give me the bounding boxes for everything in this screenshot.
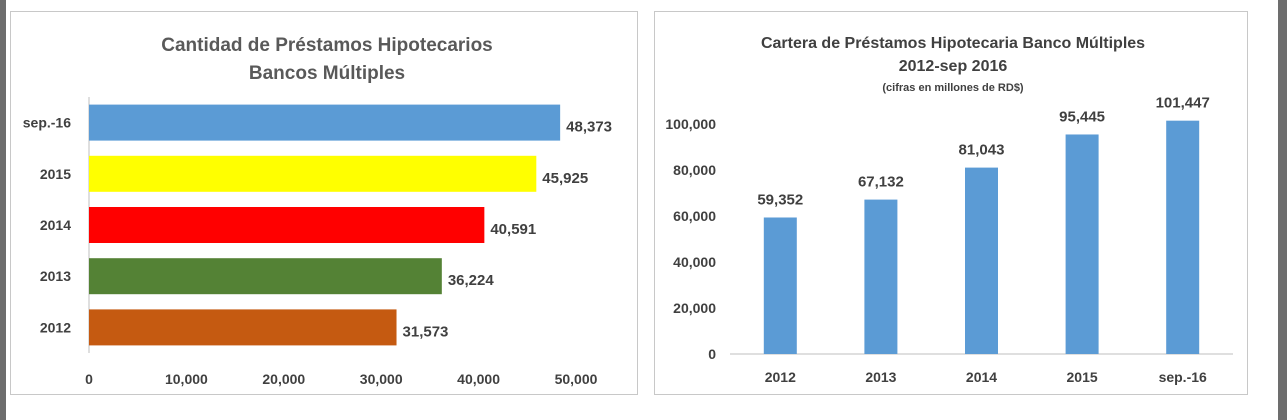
y-tick-label: 100,000 — [665, 116, 716, 132]
chart-title: Cantidad de Préstamos Hipotecarios — [161, 35, 493, 56]
y-tick-label: 80,000 — [673, 162, 716, 178]
chart-units-note: (cifras en millones de RD$) — [882, 82, 1024, 94]
data-label: 101,447 — [1156, 95, 1210, 112]
x-tick-label: 50,000 — [555, 371, 598, 387]
window-edge-left — [0, 0, 6, 420]
bar-2012 — [763, 217, 797, 354]
chart-title: Cartera de Préstamos Hipotecaria Banco M… — [761, 35, 1145, 52]
y-tick-label: 2015 — [40, 166, 71, 182]
data-label: 31,573 — [403, 323, 449, 340]
y-tick-label: 20,000 — [673, 300, 716, 316]
y-tick-label: sep.-16 — [23, 115, 71, 131]
x-tick-label: 2013 — [865, 369, 896, 385]
bar-sep.-16 — [89, 104, 561, 141]
x-tick-label: 0 — [85, 371, 93, 387]
chart-panel-loan-count: Cantidad de Préstamos Hipotecarios Banco… — [10, 11, 638, 395]
y-tick-label: 2012 — [40, 319, 71, 335]
data-label: 81,043 — [959, 142, 1005, 159]
data-label: 95,445 — [1059, 108, 1105, 125]
bar-2015 — [1065, 134, 1099, 354]
y-tick-label: 0 — [708, 346, 716, 362]
x-tick-label: 40,000 — [457, 371, 500, 387]
chart-panel-portfolio: Cartera de Préstamos Hipotecaria Banco M… — [654, 11, 1248, 395]
bar-2014 — [965, 167, 998, 354]
y-tick-label: 60,000 — [673, 208, 716, 224]
x-tick-label: 2014 — [966, 369, 997, 385]
bar-2015 — [89, 155, 537, 192]
data-label: 45,925 — [542, 170, 588, 187]
x-tick-label: 2012 — [765, 369, 796, 385]
chart-subtitle: 2012-sep 2016 — [899, 58, 1008, 75]
bar-2014 — [89, 207, 485, 243]
data-label: 59,352 — [757, 191, 803, 208]
y-tick-label: 2014 — [40, 217, 71, 233]
x-tick-label: sep.-16 — [1159, 369, 1207, 385]
data-label: 48,373 — [566, 119, 612, 136]
data-label: 40,591 — [490, 221, 536, 238]
bar-2013 — [864, 199, 898, 354]
x-tick-label: 2015 — [1067, 369, 1098, 385]
bar-sep.-16 — [1166, 120, 1200, 354]
portfolio-chart: Cartera de Préstamos Hipotecaria Banco M… — [665, 35, 1233, 385]
y-tick-label: 2013 — [40, 268, 71, 284]
data-label: 67,132 — [858, 174, 904, 191]
bar-2012 — [89, 309, 397, 346]
x-tick-label: 20,000 — [262, 371, 305, 387]
x-tick-label: 30,000 — [360, 371, 403, 387]
y-tick-label: 40,000 — [673, 254, 716, 270]
chart-subtitle: Bancos Múltiples — [249, 63, 405, 84]
x-tick-label: 10,000 — [165, 371, 208, 387]
data-label: 36,224 — [448, 272, 495, 289]
window-edge-right — [1278, 0, 1287, 420]
bar-2013 — [89, 258, 442, 295]
loan-count-chart: Cantidad de Préstamos Hipotecarios Banco… — [23, 35, 612, 387]
